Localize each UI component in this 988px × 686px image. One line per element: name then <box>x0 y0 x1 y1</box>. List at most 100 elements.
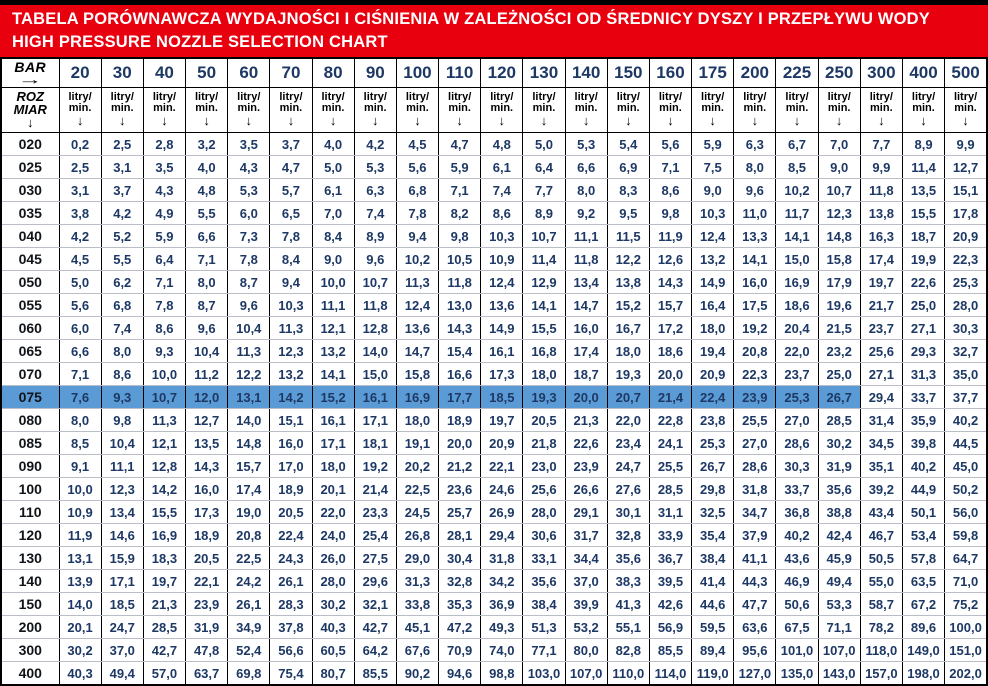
value-cell-300-110: 70,9 <box>438 638 482 662</box>
unit-header-40: litry/min. ↓ <box>142 87 187 133</box>
table-row-140: 140 13,9 17,1 19,7 22,1 24,2 26,1 28,0 29,6 31,3 3… <box>0 569 988 593</box>
pressure-header-175: 175 <box>691 57 735 88</box>
value-cell-020-500: 9,9 <box>944 132 988 156</box>
value-cell-140-500: 71,0 <box>944 569 988 593</box>
value-cell-030-500: 15,1 <box>944 178 988 202</box>
value-cell-200-175: 59,5 <box>691 615 735 639</box>
value-cell-075-130: 19,3 <box>522 385 566 409</box>
value-cell-065-400: 29,3 <box>901 339 946 363</box>
table-row-025: 025 2,5 3,1 3,5 4,0 4,3 4,7 5,0 5,3 5,6 5,9 6,1 6,4 6… <box>0 155 988 179</box>
value-cell-070-150: 19,3 <box>606 362 650 386</box>
value-cell-030-140: 8,0 <box>564 178 608 202</box>
value-cell-200-150: 55,1 <box>606 615 650 639</box>
value-cell-060-140: 16,0 <box>564 316 608 340</box>
pressure-header-60: 60 <box>227 57 271 88</box>
value-cell-200-80: 40,3 <box>311 615 355 639</box>
down-arrow-icon: ↓ <box>709 113 716 128</box>
value-cell-060-100: 13,6 <box>395 316 440 340</box>
value-cell-065-140: 17,4 <box>564 339 608 363</box>
down-arrow-icon: ↓ <box>793 113 801 128</box>
value-cell-075-50: 12,0 <box>185 385 229 409</box>
value-cell-110-80: 22,0 <box>311 500 355 524</box>
value-cell-400-20: 40,3 <box>58 661 102 686</box>
value-cell-075-300: 29,4 <box>859 385 903 409</box>
value-cell-200-400: 89,6 <box>901 615 946 639</box>
value-cell-120-140: 31,7 <box>564 523 608 547</box>
value-cell-100-150: 27,6 <box>606 477 650 501</box>
value-cell-065-200: 20,8 <box>733 339 777 363</box>
value-cell-025-140: 6,6 <box>564 155 608 179</box>
value-cell-055-160: 15,7 <box>648 293 693 317</box>
value-cell-020-40: 2,8 <box>142 132 187 156</box>
value-cell-300-250: 107,0 <box>817 638 861 662</box>
size-cell-025: 025 <box>0 155 60 179</box>
value-cell-070-400: 31,3 <box>901 362 946 386</box>
value-cell-060-500: 30,3 <box>944 316 988 340</box>
value-cell-130-250: 45,9 <box>817 546 861 570</box>
value-cell-150-90: 32,1 <box>353 592 397 616</box>
value-cell-025-150: 6,9 <box>606 155 650 179</box>
value-cell-400-130: 103,0 <box>522 661 566 686</box>
value-cell-090-20: 9,1 <box>58 454 102 478</box>
value-cell-025-300: 9,9 <box>859 155 903 179</box>
value-cell-040-300: 16,3 <box>859 224 903 248</box>
value-cell-120-400: 53,4 <box>901 523 946 547</box>
value-cell-035-300: 13,8 <box>859 201 903 225</box>
value-cell-400-500: 202,0 <box>944 661 988 686</box>
value-cell-150-100: 33,8 <box>395 592 440 616</box>
value-cell-050-225: 16,9 <box>775 270 819 294</box>
down-arrow-icon: ↓ <box>203 113 210 128</box>
value-cell-300-20: 30,2 <box>58 638 102 662</box>
title-banner: TABELA PORÓWNAWCZA WYDAJNOŚCI I CIŚNIENI… <box>0 5 988 57</box>
pressure-header-500: 500 <box>944 57 988 88</box>
value-cell-090-40: 12,8 <box>142 454 187 478</box>
value-cell-130-110: 30,4 <box>438 546 482 570</box>
value-cell-200-200: 63,6 <box>733 615 777 639</box>
value-cell-300-130: 77,1 <box>522 638 566 662</box>
value-cell-150-110: 35,3 <box>438 592 482 616</box>
value-cell-100-120: 24,6 <box>480 477 524 501</box>
value-cell-075-60: 13,1 <box>227 385 271 409</box>
value-cell-085-175: 25,3 <box>691 431 735 455</box>
value-cell-150-130: 38,4 <box>522 592 566 616</box>
table-row-030: 030 3,1 3,7 4,3 4,8 5,3 5,7 6,1 6,3 6,8 7,1 7,4 7,7 8… <box>0 178 988 202</box>
value-cell-065-50: 10,4 <box>185 339 229 363</box>
value-cell-300-300: 118,0 <box>859 638 903 662</box>
value-cell-110-110: 25,7 <box>438 500 482 524</box>
unit-header-250: litry/min. ↓ <box>817 87 861 133</box>
value-cell-030-160: 8,6 <box>648 178 693 202</box>
value-cell-400-250: 143,0 <box>817 661 861 686</box>
value-cell-140-400: 63,5 <box>901 569 946 593</box>
value-cell-130-80: 26,0 <box>311 546 355 570</box>
value-cell-030-150: 8,3 <box>606 178 650 202</box>
value-cell-110-300: 43,4 <box>859 500 903 524</box>
value-cell-025-30: 3,1 <box>100 155 144 179</box>
value-cell-400-70: 75,4 <box>269 661 313 686</box>
value-cell-090-300: 35,1 <box>859 454 903 478</box>
value-cell-200-70: 37,8 <box>269 615 313 639</box>
value-cell-130-100: 29,0 <box>395 546 440 570</box>
value-cell-140-120: 34,2 <box>480 569 524 593</box>
value-cell-110-160: 31,1 <box>648 500 693 524</box>
down-arrow-icon: ↓ <box>287 113 295 128</box>
value-cell-025-175: 7,5 <box>691 155 735 179</box>
value-cell-085-120: 20,9 <box>480 431 524 455</box>
value-cell-045-80: 9,0 <box>311 247 355 271</box>
pressure-header-130: 130 <box>522 57 566 88</box>
value-cell-020-50: 3,2 <box>185 132 229 156</box>
down-arrow-icon: ↓ <box>751 113 759 128</box>
size-cell-065: 065 <box>0 339 60 363</box>
value-cell-150-150: 41,3 <box>606 592 650 616</box>
value-cell-055-130: 14,1 <box>522 293 566 317</box>
value-cell-035-400: 15,5 <box>901 201 946 225</box>
pressure-header-30: 30 <box>100 57 144 88</box>
value-cell-025-160: 7,1 <box>648 155 693 179</box>
value-cell-055-250: 19,6 <box>817 293 861 317</box>
value-cell-045-500: 22,3 <box>944 247 988 271</box>
down-arrow-icon: ↓ <box>372 113 379 128</box>
value-cell-110-20: 10,9 <box>58 500 102 524</box>
value-cell-300-150: 82,8 <box>606 638 650 662</box>
value-cell-055-150: 15,2 <box>606 293 650 317</box>
value-cell-400-175: 119,0 <box>691 661 735 686</box>
unit-header-30: litry/min. ↓ <box>100 87 144 133</box>
